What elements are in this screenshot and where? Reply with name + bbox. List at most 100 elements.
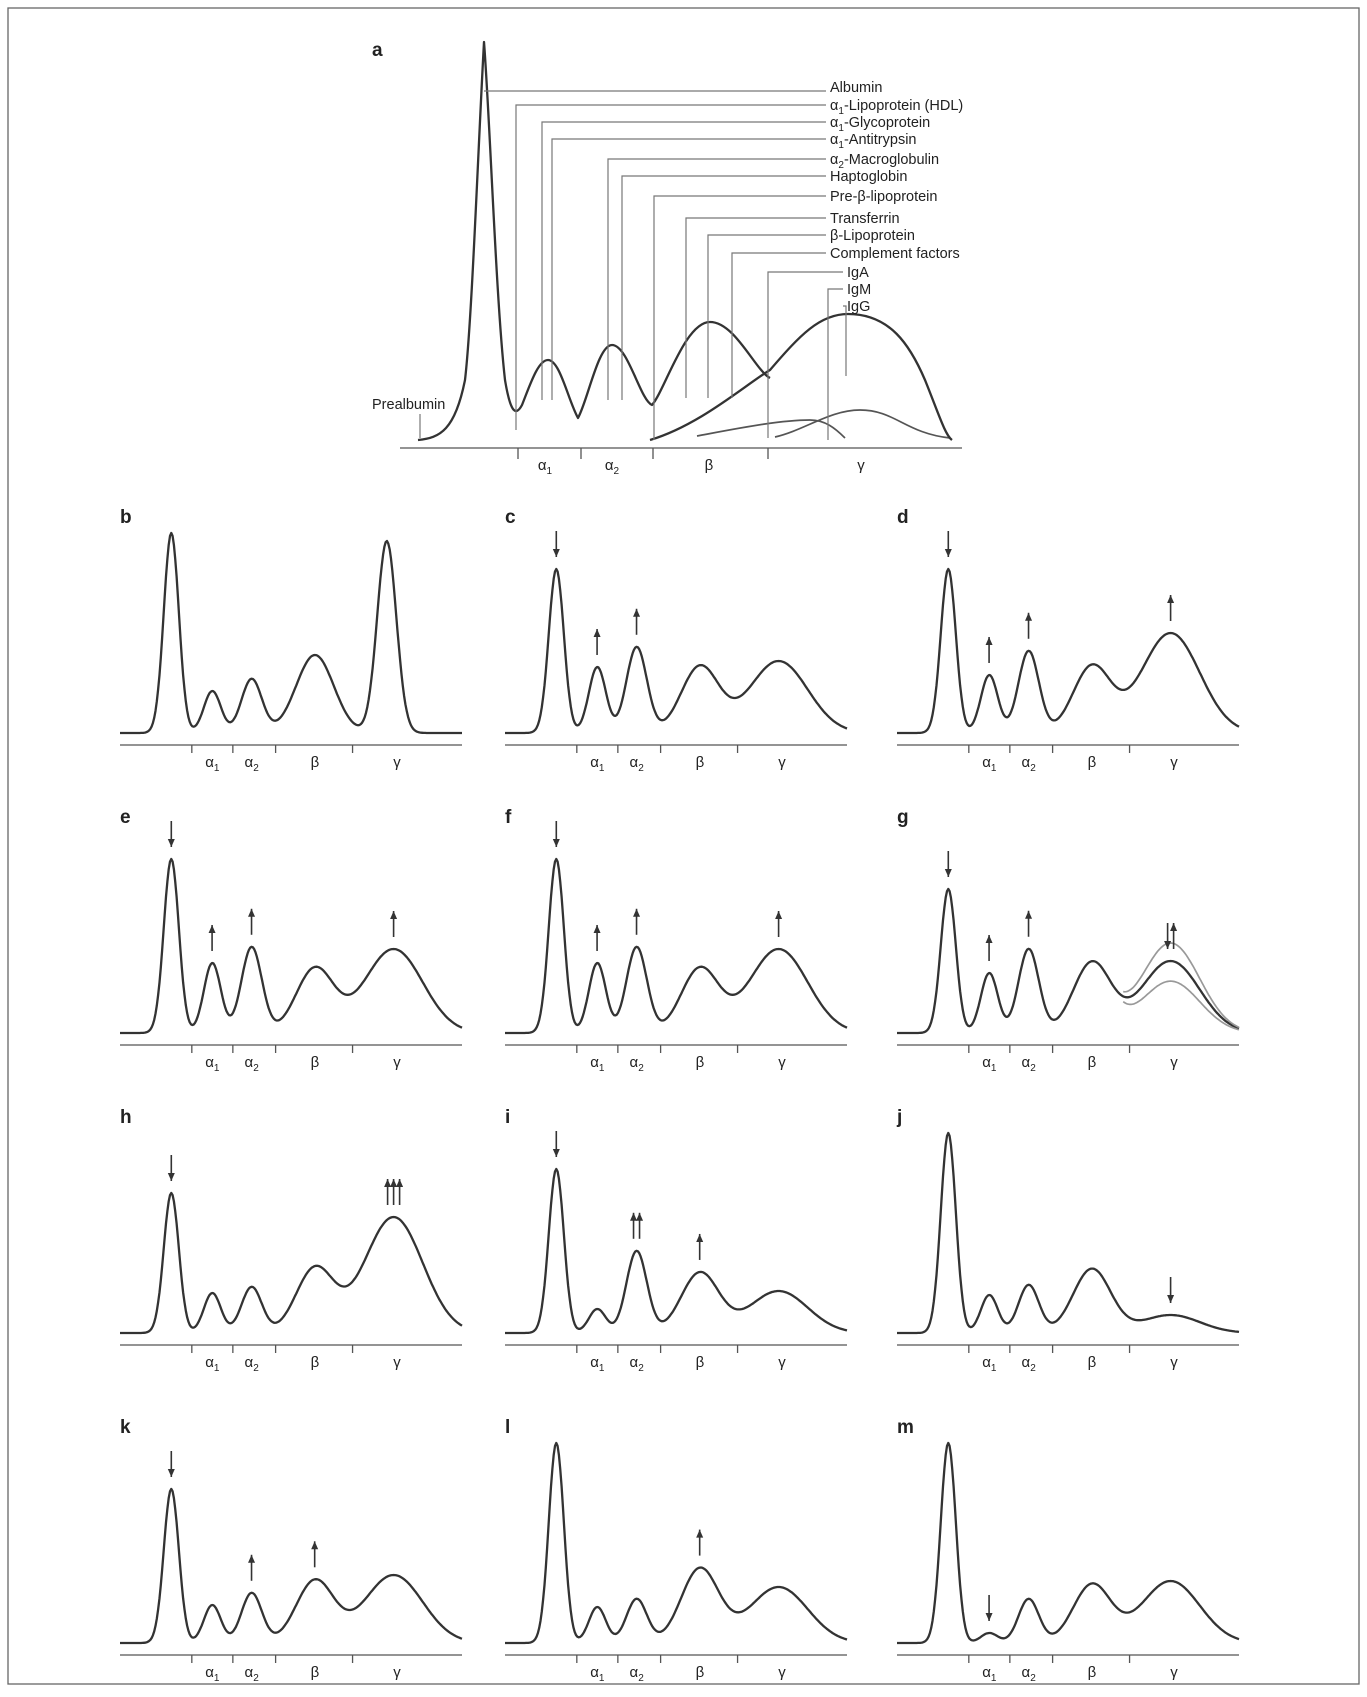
outer-border: [7, 7, 1360, 1685]
panel-e-label-a1: α1: [205, 1054, 220, 1074]
protein-leader-8: [685, 217, 826, 398]
protein-leader-4: [551, 138, 826, 400]
panel-g-curve: [897, 887, 1240, 1035]
main-fraction-label-b: β: [705, 457, 714, 474]
protein-leader-6: [621, 175, 826, 400]
panel-letter-c: c: [505, 507, 516, 528]
panel-k-curve: [120, 1487, 463, 1645]
panel-j: j α1 α2 β γ: [896, 1107, 1240, 1374]
protein-leader-12: [827, 288, 843, 440]
protein-label-10: Complement factors: [830, 246, 960, 262]
panel-c-curve: [505, 567, 848, 735]
panel-i-arrow-b: [696, 1233, 704, 1260]
panel-h-label-b: β: [311, 1354, 320, 1371]
panel-c-label-a2: α2: [630, 754, 645, 774]
protein-label-3: α1-Glycoprotein: [830, 115, 930, 134]
panel-k-arrow-a2: [248, 1554, 256, 1581]
igg-main-curve: [649, 312, 953, 442]
panel-i: i α1 α2 β γ: [505, 1107, 848, 1374]
panel-d-arrow-g: [1167, 594, 1175, 621]
panel-m: m α1 α2 β γ: [897, 1417, 1240, 1684]
protein-label-13: IgG: [847, 299, 870, 315]
panel-a: a α1 α2 β γ Prealbumin Albumin α1-Lipoprotei…: [372, 40, 963, 477]
protein-label-8: Transferrin: [830, 211, 900, 227]
panel-e-curve: [120, 857, 463, 1035]
panel-d-label-a1: α1: [982, 754, 997, 774]
protein-label-5: α2-Macroglobulin: [830, 152, 939, 171]
prealbumin-label: Prealbumin: [372, 397, 445, 413]
panel-e-label-b: β: [311, 1054, 320, 1071]
panel-letter-i: i: [505, 1107, 510, 1128]
panel-b-label-a2: α2: [245, 754, 260, 774]
panel-i-label-b: β: [696, 1354, 705, 1371]
panel-c-arrow-alb: [552, 530, 560, 557]
protein-labels: Albumin α1-Lipoprotein (HDL)α1-Glycoprote…: [830, 80, 963, 315]
small-panels: b α1 α2 β γ c α1 α2 β γ d α1 α2 β γ e α1 α2 β γ f α1 α2 β γ g α1 α2…: [120, 507, 1240, 1684]
panel-i-label-a1: α1: [590, 1354, 605, 1374]
main-electrophoresis-curve: [417, 40, 771, 442]
protein-label-1: Albumin: [830, 80, 882, 96]
panel-j-label-g: γ: [1170, 1354, 1178, 1371]
panel-d-label-b: β: [1088, 754, 1097, 771]
igm-curve: [696, 419, 846, 439]
panel-d-label-g: γ: [1170, 754, 1178, 771]
main-axis-ticks: [517, 448, 769, 459]
panel-l-curve: [505, 1441, 848, 1645]
panel-e-arrow-a1: [208, 924, 216, 951]
panel-f-arrow-a1: [593, 924, 601, 951]
protein-leader-2: [515, 104, 826, 430]
protein-label-9: β-Lipoprotein: [830, 228, 915, 244]
protein-label-7: Pre-β-lipoprotein: [830, 189, 937, 205]
panel-k-label-g: γ: [393, 1664, 401, 1681]
panel-g-label-g: γ: [1170, 1054, 1178, 1071]
protein-leader-3: [541, 121, 826, 400]
panel-i-curve: [505, 1167, 848, 1335]
panel-letter-k: k: [120, 1417, 131, 1438]
panel-f-label-g: γ: [778, 1054, 786, 1071]
panel-j-arrow-g: [1167, 1276, 1175, 1303]
main-fraction-label-a1: α1: [538, 457, 553, 477]
panel-c-label-g: γ: [778, 754, 786, 771]
panel-g-label-b: β: [1088, 1054, 1097, 1071]
panel-letter-h: h: [120, 1107, 132, 1128]
panel-d-arrow-a2: [1025, 612, 1033, 639]
protein-label-11: IgA: [847, 265, 869, 281]
panel-b-label-b: β: [311, 754, 320, 771]
panel-c-label-b: β: [696, 754, 705, 771]
panel-d-arrow-alb: [944, 530, 952, 557]
protein-leader-10: [731, 252, 826, 398]
panel-i-arrow-alb: [552, 1130, 560, 1157]
protein-label-2: α1-Lipoprotein (HDL): [830, 98, 963, 117]
panel-b-label-g: γ: [393, 754, 401, 771]
main-fraction-labels: α1 α2 β γ: [538, 457, 865, 477]
panel-c: c α1 α2 β γ: [505, 507, 848, 774]
panel-e-arrow-g: [390, 910, 398, 937]
panel-letter-l: l: [505, 1417, 510, 1438]
panel-h-label-a1: α1: [205, 1354, 220, 1374]
panel-e-label-g: γ: [393, 1054, 401, 1071]
panel-c-arrow-a2: [633, 608, 641, 635]
panel-letter-b: b: [120, 507, 132, 528]
panel-l-arrow-b: [696, 1529, 704, 1556]
panel-m-arrow-a1: [985, 1594, 993, 1621]
panel-f-label-b: β: [696, 1054, 705, 1071]
panel-d-label-a2: α2: [1022, 754, 1037, 774]
panel-l-label-a1: α1: [590, 1664, 605, 1684]
panel-f-arrow-alb: [552, 820, 560, 847]
panel-e-arrow-alb: [167, 820, 175, 847]
panel-l-label-a2: α2: [630, 1664, 645, 1684]
panel-e-label-a2: α2: [245, 1054, 260, 1074]
main-fraction-label-g: γ: [857, 457, 865, 474]
panel-k-label-b: β: [311, 1664, 320, 1681]
igg-small-curve: [774, 409, 951, 439]
panel-letter-g: g: [897, 807, 909, 828]
panel-letter-f: f: [505, 807, 512, 828]
panel-j-label-a2: α2: [1022, 1354, 1037, 1374]
panel-e-arrow-a2: [248, 908, 256, 935]
panel-j-label-a1: α1: [982, 1354, 997, 1374]
panel-letter-m: m: [897, 1417, 914, 1438]
panel-k-label-a1: α1: [205, 1664, 220, 1684]
panel-k-arrow-alb: [167, 1450, 175, 1477]
protein-leader-7: [653, 195, 826, 440]
